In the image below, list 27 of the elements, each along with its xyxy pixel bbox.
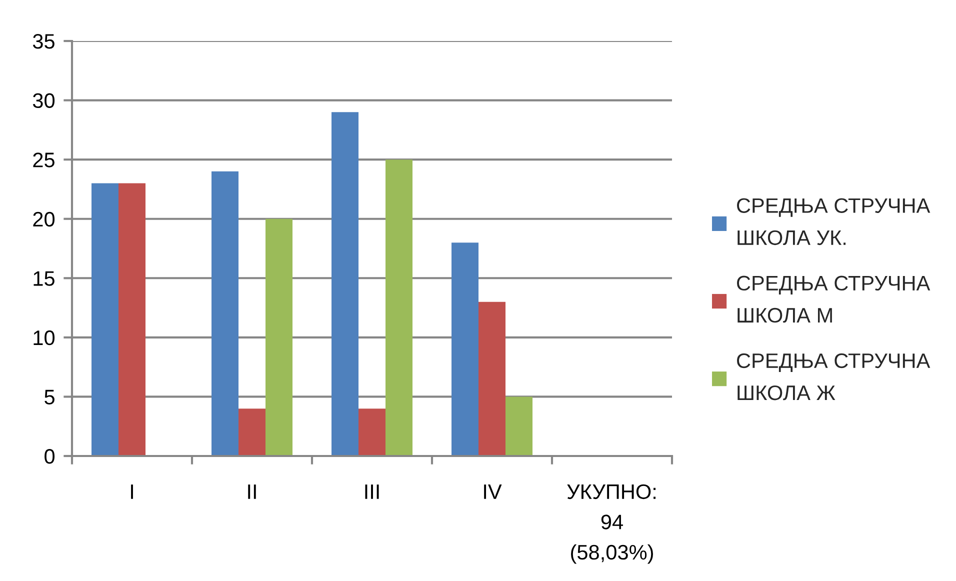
bar	[92, 183, 118, 456]
bar	[332, 112, 358, 456]
y-tick-label: 30	[32, 93, 55, 108]
x-tick-label: I	[131, 484, 133, 499]
x-tick-label: IV	[484, 484, 502, 499]
legend-label: СРЕДЊА СТРУЧНА ШКОЛА Ж	[737, 353, 930, 400]
y-tick-label: 5	[44, 390, 54, 404]
bar	[238, 408, 266, 456]
bar	[266, 218, 292, 456]
x-tick-label: III	[365, 484, 379, 499]
legend-label: СРЕДЊА СТРУЧНА ШКОЛА М	[737, 276, 930, 323]
x-tick-label: II	[248, 484, 256, 499]
legend-label: СРЕДЊА СТРУЧНА ШКОЛА УК.	[737, 198, 930, 246]
bar	[452, 242, 478, 456]
y-tick-label: 10	[34, 330, 55, 346]
bar	[478, 302, 506, 456]
bar	[386, 160, 412, 456]
y-tick-label: 35	[32, 34, 54, 49]
bar	[506, 396, 532, 456]
bar	[358, 408, 386, 456]
y-tick-label: 0	[44, 449, 55, 464]
y-tick-label: 20	[33, 212, 55, 227]
x-tick-label: УКУПНО: 94 (58,03%)	[567, 484, 656, 564]
y-tick-label: 25	[33, 152, 54, 168]
y-tick-label: 15	[34, 271, 54, 286]
bar	[118, 183, 146, 456]
bar	[212, 171, 238, 456]
